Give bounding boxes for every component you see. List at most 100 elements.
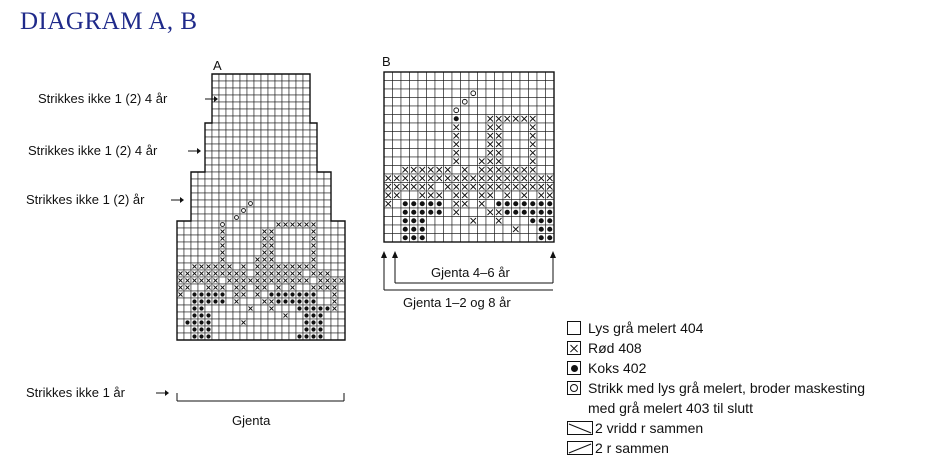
stitch-cell xyxy=(281,157,290,166)
stitch-cell xyxy=(477,139,487,149)
stitch-cell xyxy=(211,115,220,124)
stitch-cell xyxy=(288,185,297,194)
stitch-cell xyxy=(267,171,276,180)
stitch-cell xyxy=(260,248,269,257)
stitch-cell xyxy=(246,108,255,117)
stitch-cell xyxy=(392,156,402,166)
stitch-cell xyxy=(239,283,248,292)
stitch-cell xyxy=(246,87,255,96)
stitch-cell xyxy=(302,73,311,82)
stitch-cell xyxy=(274,227,283,236)
stitch-cell xyxy=(417,207,427,217)
stitch-cell xyxy=(302,101,311,110)
stitch-cell xyxy=(400,131,410,141)
stitch-cell xyxy=(323,283,332,292)
stitch-cell xyxy=(519,131,529,141)
stitch-cell xyxy=(225,178,234,187)
stitch-cell xyxy=(295,171,304,180)
stitch-cell xyxy=(239,213,248,222)
stitch-cell xyxy=(451,80,461,90)
stitch-cell xyxy=(451,224,461,234)
stitch-cell xyxy=(274,325,283,334)
stitch-cell xyxy=(225,164,234,173)
stitch-cell xyxy=(323,192,332,201)
stitch-cell xyxy=(197,178,206,187)
stitch-cell xyxy=(239,87,248,96)
stitch-cell xyxy=(260,185,269,194)
stitch-cell xyxy=(309,136,318,145)
stitch-cell xyxy=(232,213,241,222)
stitch-cell xyxy=(502,114,512,124)
stitch-cell xyxy=(211,297,220,306)
stitch-cell xyxy=(309,213,318,222)
stitch-cell xyxy=(451,207,461,217)
stitch-cell xyxy=(253,332,262,341)
stitch-cell xyxy=(545,97,555,107)
stitch-cell xyxy=(253,94,262,103)
stitch-cell xyxy=(468,97,478,107)
stitch-cell xyxy=(295,213,304,222)
stitch-cell xyxy=(176,269,185,278)
stitch-cell xyxy=(218,199,227,208)
stitch-cell xyxy=(253,241,262,250)
stitch-cell xyxy=(232,199,241,208)
stitch-cell xyxy=(190,248,199,257)
stitch-cell xyxy=(204,171,213,180)
stitch-cell xyxy=(417,173,427,183)
stitch-cell xyxy=(309,332,318,341)
note-2: Strikkes ikke 1 (2) 4 år xyxy=(28,143,158,158)
stitch-cell xyxy=(468,80,478,90)
stitch-cell xyxy=(239,234,248,243)
stitch-cell xyxy=(316,248,325,257)
stitch-cell xyxy=(409,139,419,149)
stitch-cell xyxy=(274,220,283,229)
stitch-cell xyxy=(239,276,248,285)
stitch-cell xyxy=(197,290,206,299)
stitch-cell xyxy=(323,185,332,194)
stitch-cell xyxy=(246,94,255,103)
stitch-cell xyxy=(281,101,290,110)
stitch-cell xyxy=(409,216,419,226)
legend-text: 2 r sammen xyxy=(595,440,669,456)
stitch-cell xyxy=(218,108,227,117)
stitch-cell xyxy=(274,213,283,222)
stitch-cell xyxy=(204,241,213,250)
stitch-cell xyxy=(176,262,185,271)
stitch-cell xyxy=(260,199,269,208)
stitch-cell xyxy=(260,276,269,285)
stitch-cell xyxy=(309,143,318,152)
stitch-cell xyxy=(218,234,227,243)
stitch-cell xyxy=(218,276,227,285)
stitch-cell xyxy=(451,199,461,209)
stitch-cell xyxy=(460,88,470,98)
stitch-cell xyxy=(225,157,234,166)
stitch-cell xyxy=(288,241,297,250)
stitch-cell xyxy=(190,283,199,292)
stitch-cell xyxy=(288,269,297,278)
stitch-cell xyxy=(545,207,555,217)
stitch-cell xyxy=(417,88,427,98)
stitch-cell xyxy=(302,143,311,152)
stitch-cell xyxy=(232,248,241,257)
stitch-cell xyxy=(330,311,339,320)
stitch-cell xyxy=(443,165,453,175)
stitch-cell xyxy=(218,171,227,180)
stitch-cell xyxy=(246,325,255,334)
stitch-cell xyxy=(519,97,529,107)
stitch-cell xyxy=(417,165,427,175)
stitch-cell xyxy=(477,148,487,158)
repeat-bracket-b-inner xyxy=(392,251,556,284)
stitch-cell xyxy=(281,192,290,201)
stitch-cell xyxy=(400,97,410,107)
stitch-cell xyxy=(246,101,255,110)
stitch-cell xyxy=(426,165,436,175)
stitch-cell xyxy=(225,276,234,285)
stitch-cell xyxy=(383,199,393,209)
stitch-cell xyxy=(545,182,555,192)
stitch-cell xyxy=(204,157,213,166)
stitch-cell xyxy=(211,143,220,152)
stitch-cell xyxy=(281,283,290,292)
stitch-cell xyxy=(434,148,444,158)
stitch-cell xyxy=(511,233,521,243)
